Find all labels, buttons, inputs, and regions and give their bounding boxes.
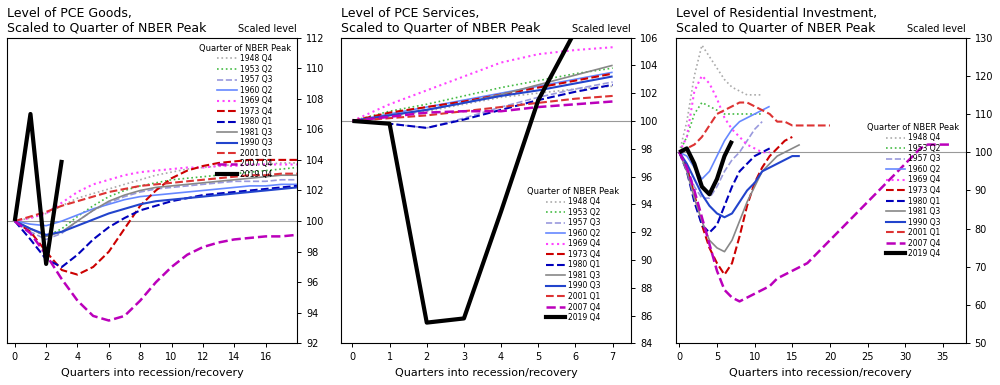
X-axis label: Quarters into recession/recovery: Quarters into recession/recovery bbox=[61, 368, 243, 378]
Text: Scaled level: Scaled level bbox=[907, 24, 966, 34]
Text: Scaled level: Scaled level bbox=[238, 24, 297, 34]
Text: Level of Residential Investment,
Scaled to Quarter of NBER Peak: Level of Residential Investment, Scaled … bbox=[676, 7, 877, 35]
Text: Level of PCE Services,
Scaled to Quarter of NBER Peak: Level of PCE Services, Scaled to Quarter… bbox=[341, 7, 541, 35]
Legend: 1948 Q4, 1953 Q2, 1957 Q3, 1960 Q2, 1969 Q4, 1973 Q4, 1980 Q1, 1981 Q3, 1990 Q3,: 1948 Q4, 1953 Q2, 1957 Q3, 1960 Q2, 1969… bbox=[196, 41, 293, 181]
Text: Scaled level: Scaled level bbox=[572, 24, 631, 34]
Text: Level of PCE Goods,
Scaled to Quarter of NBER Peak: Level of PCE Goods, Scaled to Quarter of… bbox=[7, 7, 206, 35]
X-axis label: Quarters into recession/recovery: Quarters into recession/recovery bbox=[729, 368, 912, 378]
Legend: 1948 Q4, 1953 Q2, 1957 Q3, 1960 Q2, 1969 Q4, 1973 Q4, 1980 Q1, 1981 Q3, 1990 Q3,: 1948 Q4, 1953 Q2, 1957 Q3, 1960 Q2, 1969… bbox=[525, 184, 622, 324]
X-axis label: Quarters into recession/recovery: Quarters into recession/recovery bbox=[395, 368, 578, 378]
Legend: 1948 Q4, 1953 Q2, 1957 Q3, 1960 Q2, 1969 Q4, 1973 Q4, 1980 Q1, 1981 Q3, 1990 Q3,: 1948 Q4, 1953 Q2, 1957 Q3, 1960 Q2, 1969… bbox=[865, 121, 962, 260]
